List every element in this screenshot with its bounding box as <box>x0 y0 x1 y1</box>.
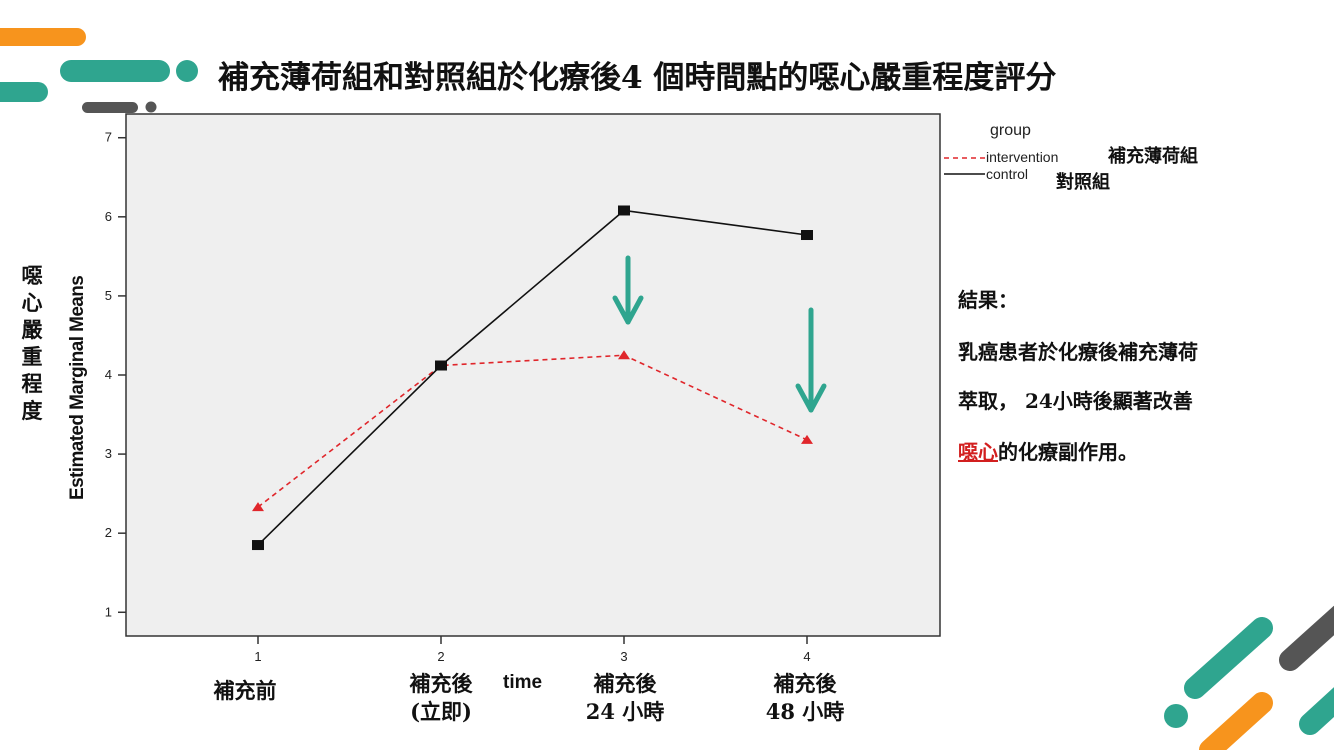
y-tick-label: 3 <box>105 446 112 461</box>
deco-orange-bar <box>0 28 86 46</box>
y-tick-label: 7 <box>105 130 112 145</box>
x-category-line: 補充前 <box>213 678 277 703</box>
highlight-nausea: 噁心 <box>958 440 998 464</box>
legend-lines <box>944 157 985 175</box>
annotation-arrows <box>612 255 827 413</box>
y-tick-label: 4 <box>105 367 112 382</box>
deco-teal-bar-top <box>60 60 170 82</box>
x-category-line: 48 小時 <box>765 699 845 724</box>
x-category-label-4: 補充後 48 小時 <box>755 670 855 726</box>
legend-item-control: control <box>986 166 1029 182</box>
deco-gray-dot <box>145 101 157 113</box>
x-category-label-3: 補充後 24 小時 <box>575 670 675 726</box>
result-line-2: 萃取， 24小時後顯著改善 <box>958 389 1193 413</box>
x-axis-ticks: 1 2 3 4 <box>254 636 811 664</box>
x-tick-label: 1 <box>254 649 261 664</box>
legend-item-intervention: intervention <box>986 149 1059 165</box>
series-markers <box>252 205 813 551</box>
legend-title: group <box>990 122 1031 139</box>
y-axis-label: Estimated Marginal Means <box>67 275 88 500</box>
result-line-3-rest: 的化療副作用。 <box>998 440 1138 464</box>
y-tick-label: 2 <box>105 525 112 540</box>
deco-gray-bar <box>82 102 138 113</box>
y-axis-label-cjk: 噁 心 嚴 重 程 度 <box>14 262 50 424</box>
x-category-label-1: 補充前 <box>200 677 290 705</box>
deco-teal-dot <box>176 60 198 82</box>
x-category-line: 補充後 <box>593 671 657 696</box>
x-category-label-2: 補充後 (立即) <box>396 670 486 726</box>
y-label-char: 度 <box>21 398 43 423</box>
arrow-head <box>795 383 827 413</box>
y-label-char: 嚴 <box>21 317 43 342</box>
y-axis-ticks: 1 2 3 4 5 6 7 <box>105 130 126 619</box>
deco-slash-gray <box>1279 605 1334 671</box>
x-axis-label: time <box>503 672 543 693</box>
legend-item-control-cjk: 對照組 <box>1056 172 1110 193</box>
result-line-1: 乳癌患者於化療後補充薄荷 <box>958 340 1198 364</box>
y-label-char: 心 <box>21 290 43 315</box>
series-line-intervention <box>257 354 808 508</box>
data-point-control <box>801 230 813 241</box>
deco-slash-teal-1 <box>1184 617 1273 699</box>
result-line-3: 噁心的化療副作用。 <box>958 436 1138 465</box>
deco-teal-circle <box>1164 704 1188 728</box>
y-label-char: 程 <box>21 371 43 396</box>
x-category-line: (立即) <box>410 699 472 724</box>
x-category-line: 24 小時 <box>585 699 665 724</box>
series-line-control <box>257 209 808 546</box>
slide-title: 補充薄荷組和對照組於化療後4 個時間點的噁心嚴重程度評分 <box>218 60 1057 96</box>
deco-slash-orange <box>1199 692 1273 750</box>
deco-slash-teal-2 <box>1299 687 1334 735</box>
data-point-intervention <box>618 350 630 360</box>
deco-teal-bar-left <box>0 82 48 102</box>
x-category-line: 補充後 <box>409 671 473 696</box>
data-point-control <box>252 540 264 551</box>
y-label-char: 重 <box>21 344 43 369</box>
legend-item-intervention-cjk: 補充薄荷組 <box>1108 146 1198 167</box>
arrow-head <box>612 295 644 325</box>
y-tick-label: 5 <box>105 288 112 303</box>
data-point-control <box>435 360 447 371</box>
x-tick-label: 2 <box>437 649 444 664</box>
plot-area <box>125 113 941 637</box>
data-point-intervention <box>801 434 813 444</box>
x-category-line: 補充後 <box>773 671 837 696</box>
result-heading: 結果： <box>958 288 1018 312</box>
y-tick-label: 6 <box>105 209 112 224</box>
data-point-intervention <box>252 502 264 512</box>
y-tick-label: 1 <box>105 604 112 619</box>
series-lines <box>257 209 808 546</box>
y-label-char: 噁 <box>21 263 43 288</box>
x-tick-label: 4 <box>803 649 810 664</box>
data-point-control <box>618 205 630 216</box>
x-tick-label: 3 <box>620 649 627 664</box>
